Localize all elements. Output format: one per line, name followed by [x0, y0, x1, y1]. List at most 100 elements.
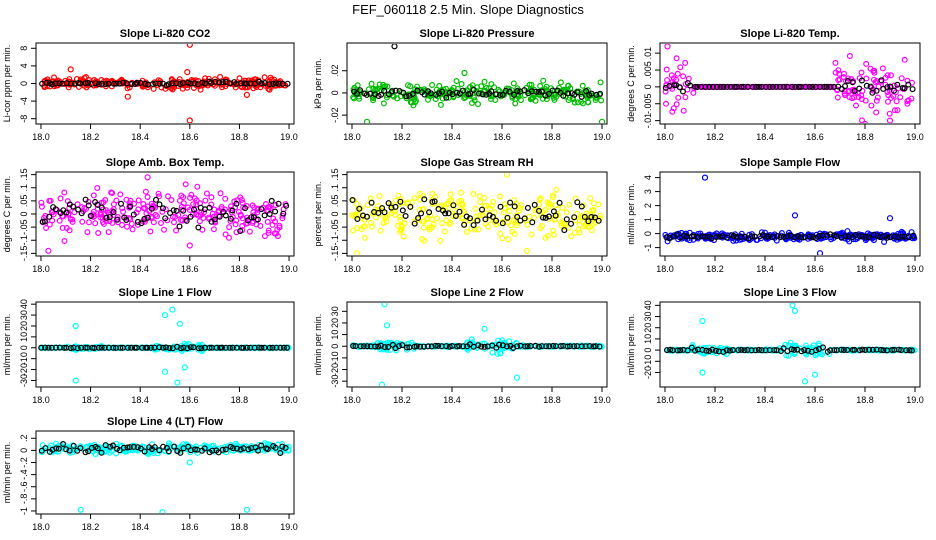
x-tick-label: 18.2 — [706, 132, 724, 142]
data-point — [491, 219, 498, 226]
data-point-black — [470, 86, 477, 93]
data-point — [274, 226, 281, 233]
outlier-point — [243, 506, 250, 513]
data-point — [226, 234, 233, 241]
data-point-black — [502, 87, 509, 94]
data-point-black — [688, 344, 695, 351]
data-point-black — [162, 215, 169, 222]
data-point — [94, 185, 101, 192]
outlier-point — [699, 317, 706, 325]
data-point — [460, 207, 467, 214]
data-point-black — [673, 231, 680, 238]
data-point-black — [706, 83, 713, 90]
data-point-black — [731, 83, 738, 90]
data-point-black — [909, 86, 916, 93]
data-point — [674, 70, 681, 77]
data-point — [492, 342, 499, 349]
data-point-black — [439, 88, 446, 95]
data-point-black — [771, 347, 778, 354]
data-point — [103, 217, 110, 224]
data-point — [61, 238, 68, 245]
x-tick-label: 19.0 — [280, 132, 298, 142]
y-axis-label: ml/min per min. — [626, 314, 636, 376]
data-point-black — [726, 347, 733, 354]
x-tick-label: 18.6 — [493, 395, 511, 405]
data-point-black — [507, 199, 514, 206]
data-point-black — [356, 205, 363, 212]
outlier-point — [353, 250, 361, 255]
outlier-point — [886, 215, 894, 222]
data-point-black — [177, 449, 184, 456]
data-point — [670, 105, 677, 112]
data-point — [426, 224, 433, 231]
data-point — [265, 229, 272, 236]
chart-panel-7: Slope Line 1 Flow ml/min per min. 18.0 18.2… — [2, 287, 298, 405]
data-point — [881, 239, 888, 246]
data-point — [689, 342, 696, 349]
panel-title: Slope Li-820 Temp. — [740, 28, 839, 40]
outlier-point — [186, 459, 193, 466]
y-tick-label: -.05 — [330, 219, 340, 235]
data-point-black — [156, 344, 163, 351]
data-point — [863, 60, 870, 67]
data-point-black — [748, 347, 755, 354]
outlier-point — [243, 91, 250, 99]
data-point — [368, 219, 375, 226]
data-point — [858, 96, 865, 103]
data-point — [152, 211, 159, 218]
data-point-black — [41, 218, 48, 225]
data-point-black — [277, 450, 284, 457]
data-point-black — [187, 344, 194, 351]
data-points — [662, 44, 916, 123]
data-point-black — [144, 214, 151, 221]
data-point — [382, 215, 389, 222]
data-point-black — [445, 210, 452, 217]
chart-panel-1: Slope Li-820 CO2 Li-cor ppm per min. 18.0 1… — [2, 28, 298, 142]
data-point-black — [277, 344, 284, 351]
data-point-black — [908, 347, 915, 354]
data-point — [178, 192, 185, 199]
outlier-point — [699, 369, 706, 376]
data-point — [459, 202, 466, 209]
data-point — [420, 218, 427, 225]
data-point-black — [823, 83, 830, 90]
figure-title: FEF_060118 2.5 Min. Slope Diagnostics — [352, 2, 584, 17]
data-point — [510, 80, 517, 87]
x-tick-label: 18.8 — [231, 264, 249, 274]
panel-title: Slope Amb. Box Temp. — [106, 157, 225, 169]
data-point — [453, 77, 460, 84]
data-point-black — [578, 343, 585, 350]
y-axis-label: ml/min per min. — [626, 183, 636, 245]
data-point-black — [237, 446, 244, 453]
data-point — [397, 196, 404, 203]
data-point-black — [52, 344, 59, 351]
data-point-black — [856, 233, 863, 240]
data-point-black — [368, 199, 375, 206]
data-point-black — [284, 344, 291, 351]
outlier-point — [598, 118, 606, 123]
data-point — [470, 94, 477, 101]
data-points — [38, 440, 292, 513]
data-point-black — [82, 449, 89, 456]
outlier-point — [461, 69, 468, 77]
data-point — [123, 223, 130, 230]
data-point-black — [152, 80, 159, 87]
y-tick-label: 0 — [330, 211, 340, 216]
data-point — [447, 191, 454, 198]
data-point — [437, 237, 444, 244]
data-point — [900, 86, 907, 93]
data-point-black — [148, 205, 155, 212]
y-tick-label: -.4 — [19, 469, 29, 480]
data-point-black — [531, 201, 538, 208]
data-point-black — [460, 343, 467, 350]
data-point-black — [840, 347, 847, 354]
data-point — [97, 214, 104, 221]
y-axis-label: kPa per min. — [313, 58, 323, 109]
outlier-point — [381, 303, 388, 308]
data-point-black — [442, 210, 449, 217]
data-point-black — [381, 209, 388, 216]
data-point-black — [275, 200, 282, 207]
y-tick-label: -.15 — [19, 246, 29, 262]
y-tick-label: .05 — [19, 195, 29, 208]
data-point-black — [413, 343, 420, 350]
